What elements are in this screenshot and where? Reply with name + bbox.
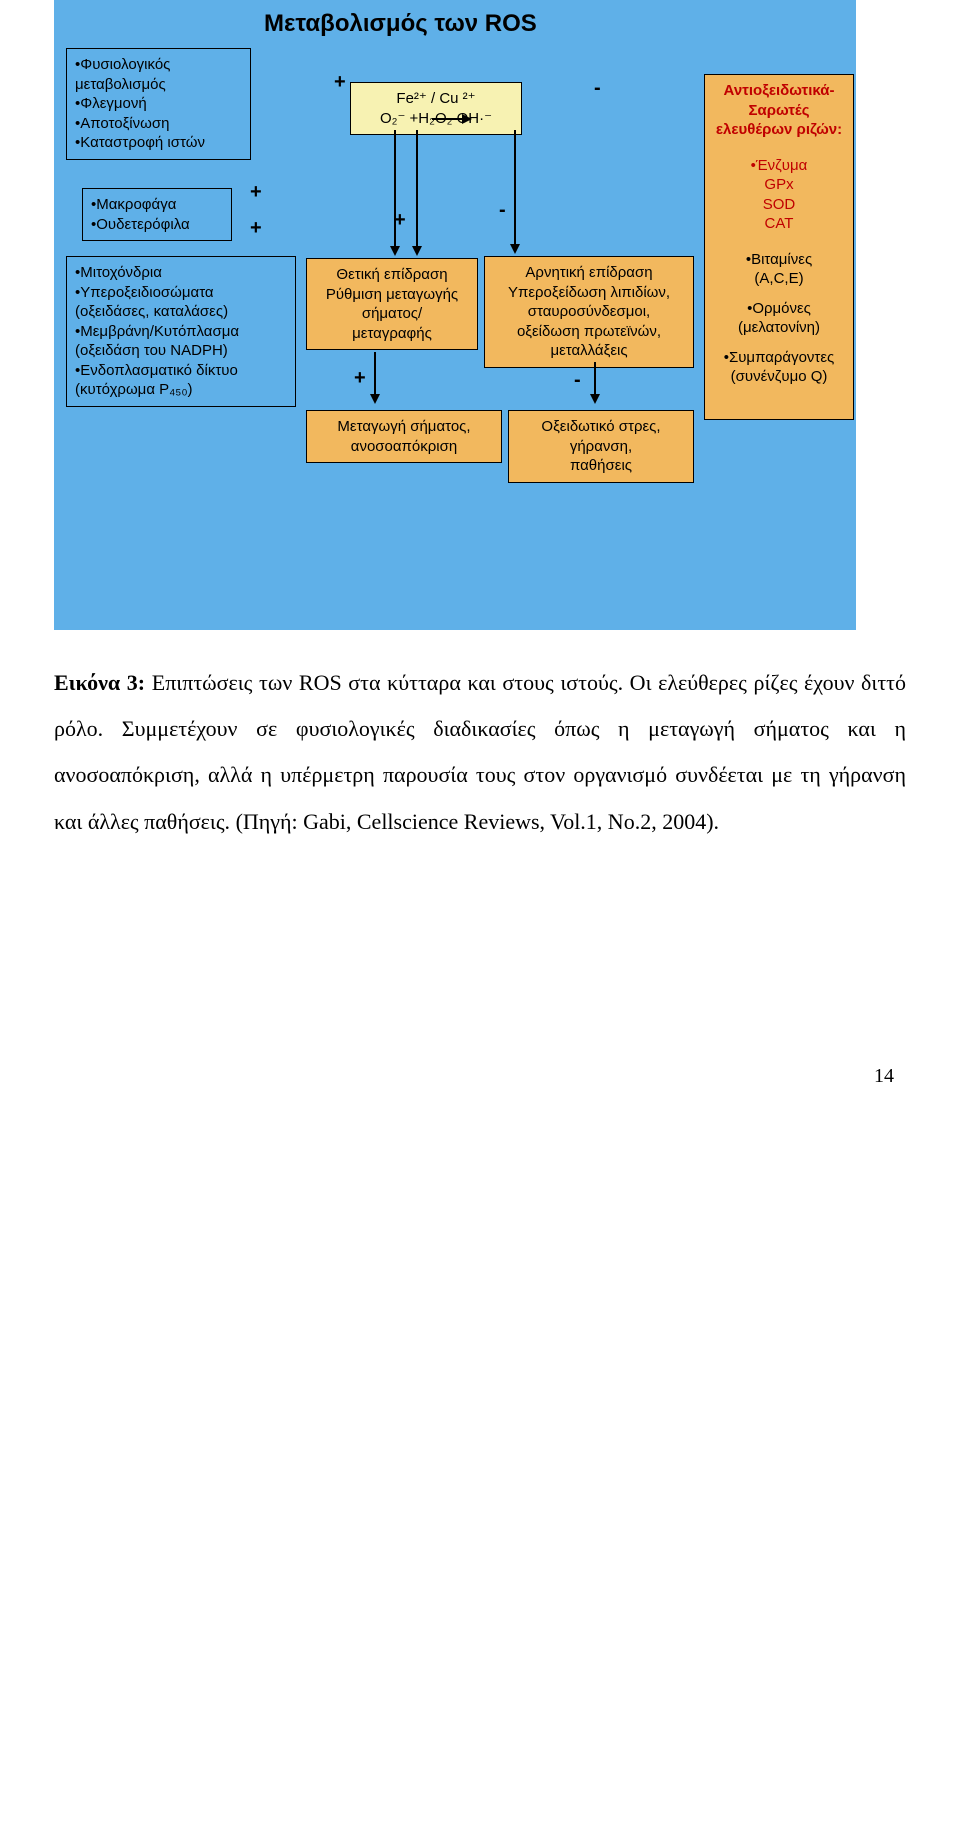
box-b5: Θετική επίδρασηΡύθμιση μεταγωγήςσήματος/… [306, 258, 478, 350]
sign-6: + [354, 368, 366, 388]
arrow-head-3 [370, 394, 380, 404]
figure-caption: Εικόνα 3: Επιπτώσεις των ROS στα κύτταρα… [54, 660, 906, 845]
caption-lead: Εικόνα 3: [54, 670, 145, 695]
box-b3: •Μιτοχόνδρια•Υπεροξειδιοσώματα(οξειδάσες… [66, 256, 296, 407]
sign-2: + [250, 182, 262, 202]
arrow-5 [432, 118, 462, 120]
arrow-head-1 [412, 246, 422, 256]
box-b4: Fe²⁺ / Cu ²⁺O₂⁻ +H₂O₂ OH·⁻ [350, 82, 522, 135]
arrow-0 [394, 130, 396, 246]
arrow-head-5 [462, 114, 472, 124]
arrow-2 [514, 130, 516, 244]
box-b9: Αντιοξειδωτικά-Σαρωτέςελευθέρων ριζών:•Έ… [704, 74, 854, 420]
box-b1: •Φυσιολογικόςμεταβολισμός•Φλεγμονή•Αποτο… [66, 48, 251, 160]
arrow-3 [374, 352, 376, 394]
arrow-1 [416, 130, 418, 246]
arrow-4 [594, 362, 596, 394]
box-b7: Μεταγωγή σήματος,ανοσοαπόκριση [306, 410, 502, 463]
sign-1: - [594, 78, 601, 98]
arrow-head-0 [390, 246, 400, 256]
box-b8: Οξειδωτικό στρες,γήρανση,παθήσεις [508, 410, 694, 483]
sign-0: + [334, 72, 346, 92]
arrow-head-2 [510, 244, 520, 254]
ros-metabolism-diagram: Μεταβολισμός των ROS •Φυσιολογικόςμεταβολ… [54, 0, 856, 630]
page-number: 14 [0, 1065, 894, 1088]
sign-3: + [250, 218, 262, 238]
caption-source: (Πηγή: Gabi, Cellscience Reviews, Vol.1,… [236, 809, 719, 834]
sign-5: - [499, 200, 506, 220]
box-b6: Αρνητική επίδρασηΥπεροξείδωση λιπιδίων,σ… [484, 256, 694, 368]
arrow-head-4 [590, 394, 600, 404]
sign-7: - [574, 370, 581, 390]
box-b2: •Μακροφάγα•Ουδετερόφιλα [82, 188, 232, 241]
diagram-title: Μεταβολισμός των ROS [264, 10, 537, 38]
